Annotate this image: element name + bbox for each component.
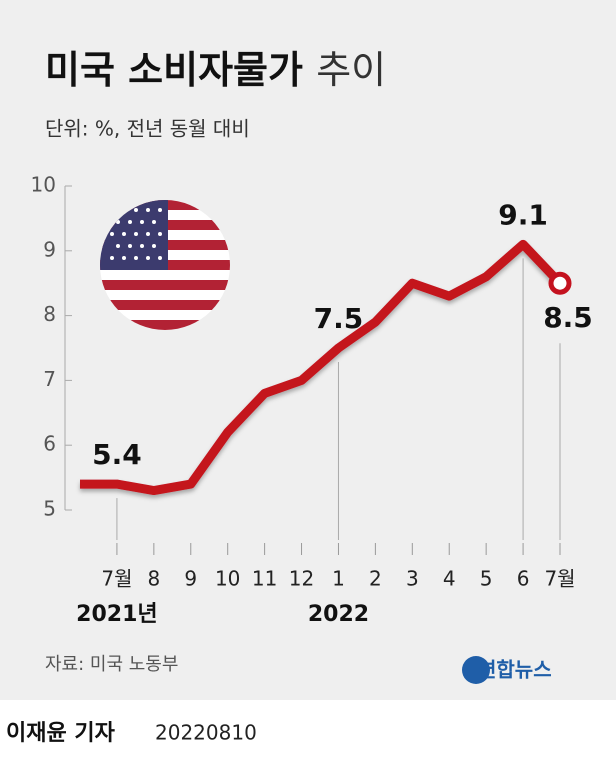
year-label: 2022 xyxy=(308,602,369,627)
logo: 연합뉴스 xyxy=(478,658,552,682)
end-point xyxy=(548,271,572,295)
x-tick-label: 6 xyxy=(517,567,530,591)
x-tick-label: 4 xyxy=(443,567,456,591)
data-label: 5.4 xyxy=(92,438,142,471)
logo-icon xyxy=(462,656,490,684)
year-label: 2021년 xyxy=(76,602,157,627)
x-tick-label: 1 xyxy=(332,567,345,591)
x-tick-label: 12 xyxy=(289,567,314,591)
subtitle: 단위: %, 전년 동월 대비 xyxy=(45,117,250,141)
chart-title: 미국 소비자물가 추이 xyxy=(45,48,386,92)
date: 20220810 xyxy=(155,721,257,745)
x-tick-label: 9 xyxy=(184,567,197,591)
x-tick-label: 5 xyxy=(480,567,493,591)
x-tick-label: 10 xyxy=(215,567,240,591)
source: 자료: 미국 노동부 xyxy=(45,654,178,675)
x-tick-label: 8 xyxy=(147,567,160,591)
x-tick-label: 7월 xyxy=(101,567,132,591)
x-tick-label: 2 xyxy=(369,567,382,591)
data-label: 7.5 xyxy=(314,302,364,335)
x-tick-label: 11 xyxy=(252,567,277,591)
y-tick-label: 7 xyxy=(43,367,56,391)
y-tick-label: 6 xyxy=(43,432,56,456)
data-label: 8.5 xyxy=(543,301,593,334)
x-tick-label: 3 xyxy=(406,567,419,591)
y-tick-label: 8 xyxy=(43,302,56,326)
line xyxy=(80,239,564,496)
y-tick-label: 5 xyxy=(43,497,56,521)
y-tick-label: 9 xyxy=(43,237,56,261)
y-tick-label: 10 xyxy=(31,173,56,197)
byline: 이재윤 기자 xyxy=(6,721,116,746)
panel xyxy=(0,0,616,700)
data-label: 9.1 xyxy=(498,198,548,231)
flag xyxy=(100,200,230,330)
x-tick-label: 7월 xyxy=(544,567,575,591)
